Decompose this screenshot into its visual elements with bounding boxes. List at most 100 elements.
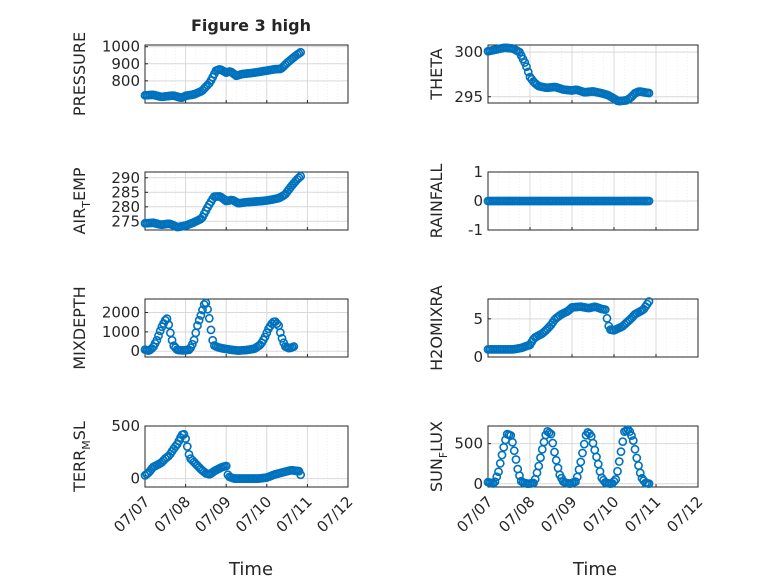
- x-tick-label: 07/07: [110, 493, 153, 536]
- y-axis-label: MIXDEPTH: [70, 286, 89, 369]
- y-axis-label: SUNFLUX: [427, 421, 450, 492]
- data-point: [618, 437, 628, 447]
- y-tick-label: 500: [454, 435, 483, 453]
- data-point: [625, 427, 635, 437]
- x-axis-label-left: Time: [228, 559, 273, 580]
- y-tick-label: 0: [130, 342, 140, 360]
- data-point: [203, 304, 212, 314]
- y-tick-label: 1: [473, 163, 483, 181]
- y-tick-label: 800: [111, 72, 140, 90]
- y-axis-label: AIRTEMP: [70, 167, 93, 234]
- data-point: [551, 455, 561, 465]
- data-point: [164, 320, 174, 330]
- y-tick-label: 295: [454, 88, 483, 106]
- data-point: [154, 331, 163, 341]
- data-point: [272, 319, 282, 329]
- y-tick-label: 0: [473, 192, 483, 210]
- x-tick-label: 07/10: [579, 493, 622, 536]
- data-point: [644, 88, 654, 98]
- data-point: [534, 461, 544, 471]
- data-point: [198, 305, 207, 315]
- y-axis-label: RAINFALL: [427, 164, 446, 239]
- axes-box: [144, 298, 349, 358]
- data-point: [644, 297, 654, 306]
- data-point: [204, 313, 214, 323]
- y-tick-label: 0: [130, 470, 140, 488]
- data-point: [294, 173, 304, 183]
- data-point: [627, 431, 636, 441]
- x-tick-label: 07/08: [495, 493, 538, 536]
- data-point: [296, 171, 306, 181]
- x-tick-label: 07/09: [191, 493, 234, 536]
- data-point: [296, 470, 306, 480]
- data-point: [520, 58, 530, 67]
- data-point: [548, 438, 558, 448]
- figure-title: Figure 3 high: [191, 16, 311, 35]
- data-point: [550, 447, 559, 457]
- axes-box: [487, 425, 699, 488]
- data-point: [152, 335, 162, 345]
- y-tick-label: 275: [111, 212, 140, 230]
- axes-box: [144, 171, 349, 231]
- data-point: [206, 325, 216, 335]
- data-point: [262, 328, 272, 338]
- y-tick-label: 500: [111, 417, 140, 435]
- y-axis-label: PRESSURE: [70, 32, 89, 116]
- axes-box: [144, 425, 349, 488]
- data-point: [167, 335, 177, 345]
- data-point: [614, 457, 624, 466]
- data-point: [611, 474, 621, 484]
- data-point: [509, 446, 519, 456]
- y-axis-label: TERRMSL: [70, 421, 93, 493]
- data-point: [511, 455, 521, 464]
- data-point: [155, 326, 165, 336]
- data-point: [616, 447, 626, 457]
- x-tick-label: 07/12: [663, 493, 706, 536]
- y-axis-label: H2OMIXRA: [427, 285, 446, 371]
- data-point: [494, 467, 503, 477]
- x-axis-label-right: Time: [572, 559, 617, 580]
- data-point: [628, 436, 638, 445]
- y-tick-label: 290: [111, 169, 140, 187]
- data-point: [182, 442, 192, 451]
- x-tick-label: 07/11: [273, 493, 316, 536]
- data-point: [181, 434, 190, 444]
- data-point: [508, 437, 517, 447]
- data-point: [579, 439, 589, 449]
- data-point: [492, 472, 502, 482]
- data-point: [571, 477, 580, 487]
- data-point: [578, 448, 587, 458]
- data-point: [630, 444, 640, 454]
- y-tick-label: 5: [473, 310, 483, 328]
- data-point: [635, 468, 645, 478]
- y-tick-label: 280: [111, 198, 140, 216]
- data-point: [277, 333, 287, 343]
- y-tick-label: 0: [473, 475, 483, 493]
- subplot-row3-right: 0 5 H2OMIXRA: [427, 285, 699, 371]
- y-tick-label: -1: [468, 221, 483, 239]
- data-point: [495, 458, 505, 468]
- axes-box: [487, 44, 699, 104]
- y-tick-label: 1000: [102, 38, 140, 56]
- data-point: [613, 466, 622, 476]
- data-point: [221, 461, 231, 471]
- data-point: [644, 479, 654, 489]
- x-tick-label: 07/10: [232, 493, 275, 536]
- data-point: [194, 315, 204, 325]
- data-point: [296, 47, 306, 57]
- data-point: [497, 450, 507, 460]
- y-tick-label: 1000: [102, 323, 140, 341]
- data-point: [544, 428, 554, 438]
- subplot-row1-right: 295 300 THETA: [427, 43, 699, 106]
- y-axis-label: THETA: [427, 48, 446, 100]
- data-point: [187, 339, 197, 349]
- axes-box: [487, 298, 699, 358]
- data-point: [490, 477, 500, 487]
